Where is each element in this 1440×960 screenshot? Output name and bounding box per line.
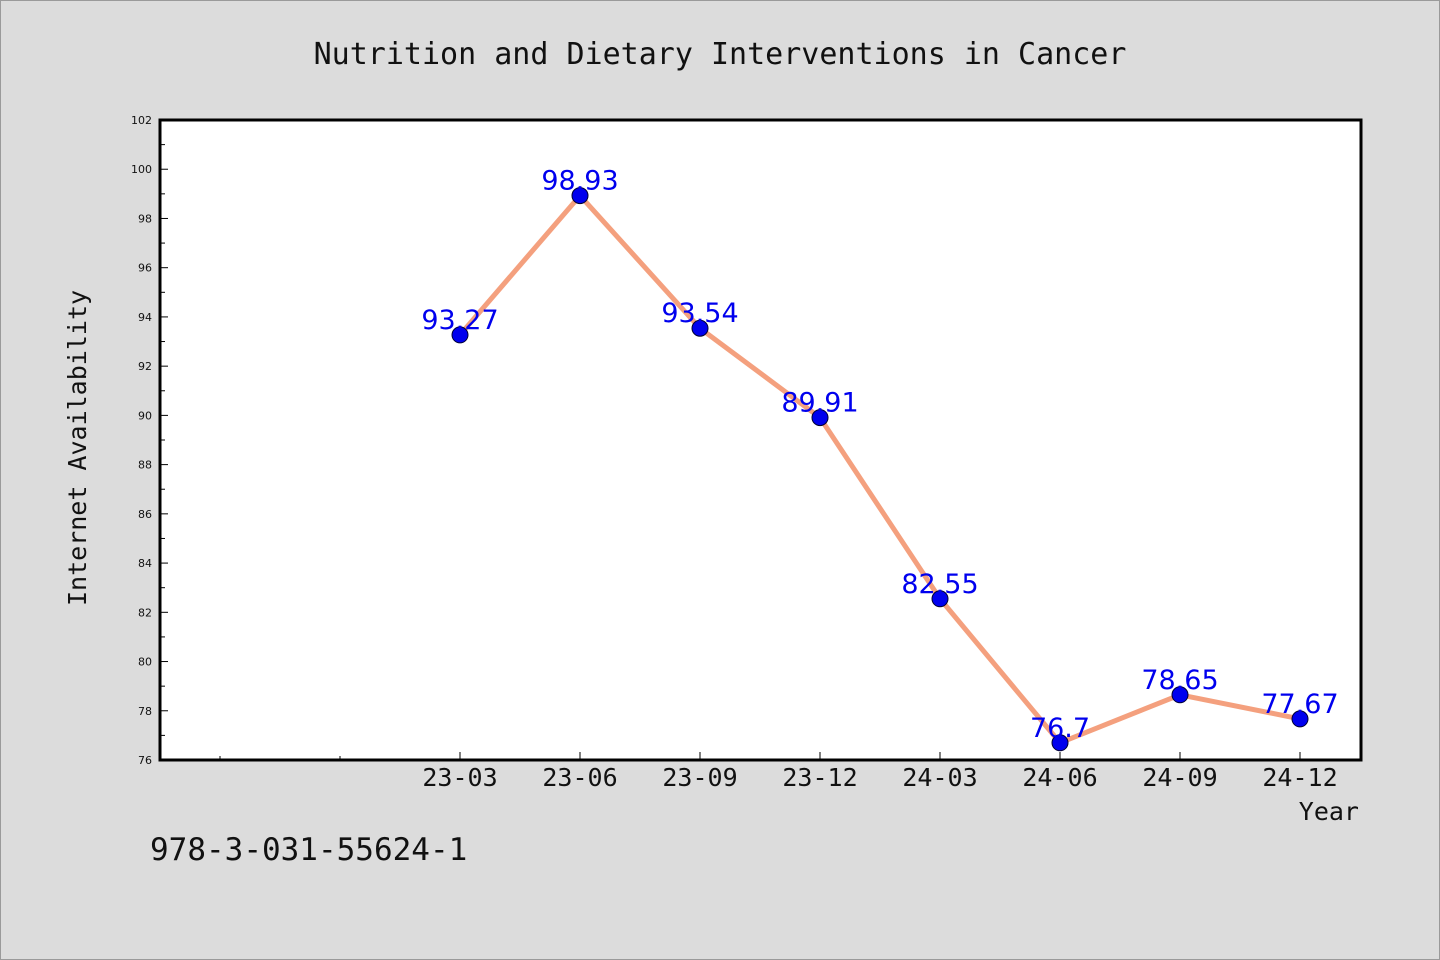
y-tick-label: 86 [138, 508, 152, 521]
x-tick-label: 23-12 [782, 763, 857, 792]
x-tick-label: 24-06 [1022, 763, 1097, 792]
x-tick-label: 24-03 [902, 763, 977, 792]
data-point [1051, 734, 1069, 752]
data-label: 77.67 [1261, 689, 1338, 720]
y-tick-label: 102 [131, 114, 152, 127]
y-tick-label: 94 [138, 311, 152, 324]
data-label: 78.65 [1141, 665, 1218, 696]
data-label: 98.93 [541, 166, 618, 197]
x-axis-label: Year [1299, 797, 1359, 826]
x-tick-label: 23-03 [422, 763, 497, 792]
data-label: 82.55 [901, 569, 978, 600]
data-point [1171, 686, 1189, 704]
data-point [1291, 710, 1309, 728]
y-tick-label: 90 [138, 409, 152, 422]
y-tick-label: 88 [138, 459, 152, 472]
data-label: 76.7 [1030, 713, 1090, 744]
data-label: 93.27 [421, 305, 498, 336]
y-tick-label: 78 [138, 705, 152, 718]
x-tick-label: 24-12 [1262, 763, 1337, 792]
y-tick-label: 100 [131, 163, 152, 176]
data-point [571, 187, 589, 205]
y-tick-label: 96 [138, 262, 152, 275]
data-point [811, 409, 829, 427]
y-tick-label: 84 [138, 557, 152, 570]
y-tick-label: 92 [138, 360, 152, 373]
plot-area [158, 118, 1363, 762]
y-tick-label: 98 [138, 212, 152, 225]
x-tick-label: 23-09 [662, 763, 737, 792]
x-axis: 23-03 23-06 23-09 23-12 24-03 24-06 24-09 24-12 [219, 752, 1338, 792]
chart-title: Nutrition and Dietary Interventions in C… [314, 37, 1127, 72]
y-tick-label: 76 [138, 754, 152, 767]
data-label: 89.91 [781, 388, 858, 419]
y-tick-label: 80 [138, 656, 152, 669]
series: 93.27 98.93 93.54 89.91 82.55 76.7 78.65 77.67 [421, 166, 1339, 752]
data-point [931, 590, 949, 608]
y-axis-label: Internet Availability [63, 290, 92, 606]
x-tick-label: 24-09 [1142, 763, 1217, 792]
data-label: 93.54 [661, 298, 738, 329]
footnote-isbn: 978-3-031-55624-1 [150, 832, 468, 868]
x-tick-label: 23-06 [542, 763, 617, 792]
data-point [691, 319, 709, 337]
y-axis: 76 78 80 82 84 86 88 90 92 94 96 98 100 102 [131, 114, 168, 767]
series-line [458, 193, 1301, 746]
y-tick-label: 82 [138, 606, 152, 619]
data-point [451, 326, 469, 344]
